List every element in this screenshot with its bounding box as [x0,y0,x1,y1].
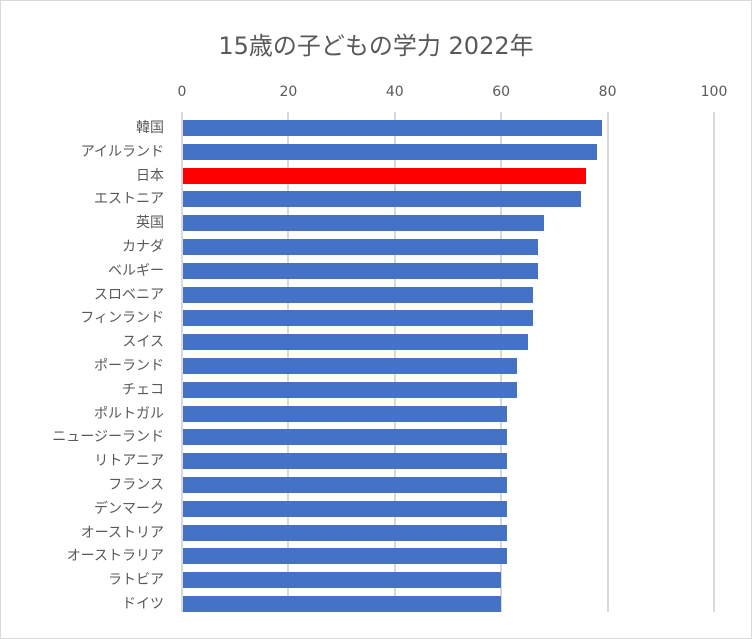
category-label: チェコ [122,381,164,398]
bar [183,334,528,351]
category-label: フランス [108,477,164,494]
bar [183,167,587,184]
bar [183,453,507,470]
category-label: ポルトガル [94,405,164,422]
y-axis-line [181,112,183,612]
bar [183,596,502,613]
category-label: リトアニア [94,453,164,470]
category-label: カナダ [122,238,164,255]
bar [183,548,507,565]
chart-title: 15歳の子どもの学力 2022年 [218,32,534,60]
x-tick-label: 60 [492,84,511,100]
category-label: オーストリア [80,524,164,541]
bar [183,429,507,446]
category-label: 韓国 [136,119,164,136]
category-label: ベルギー [108,262,164,279]
category-label: ニュージーランド [52,429,164,446]
category-label: エストニア [94,191,164,208]
x-tick-label: 40 [385,84,404,100]
category-label: 英国 [136,215,164,232]
category-label: フィンランド [80,310,164,327]
category-label: スロベニア [94,286,164,303]
category-label: アイルランド [80,143,164,160]
bar [183,572,502,589]
bar [183,119,603,136]
category-label: スイス [122,334,164,351]
plot-area [181,112,715,613]
bar [183,405,507,422]
bar [183,238,539,255]
bar [183,191,581,208]
category-label: ラトビア [108,572,164,589]
gridline [713,112,715,612]
category-label: オーストラリア [66,548,164,565]
category-label: ポーランド [94,358,164,374]
x-tick-label: 80 [598,84,617,100]
bar [183,381,518,398]
bar [183,286,534,303]
x-tick-label: 0 [177,84,187,100]
bar [183,143,597,160]
bar [183,215,544,232]
bar [183,310,534,327]
x-tick-label: 100 [700,84,728,100]
gridline [606,112,609,612]
bar [183,524,507,541]
category-label: 日本 [136,167,164,184]
bar [183,477,507,494]
category-label: デンマーク [94,500,164,517]
bar [183,262,539,279]
bar [183,358,518,374]
category-label: ドイツ [122,596,164,613]
x-tick-label: 20 [279,84,298,100]
bar [183,500,507,517]
